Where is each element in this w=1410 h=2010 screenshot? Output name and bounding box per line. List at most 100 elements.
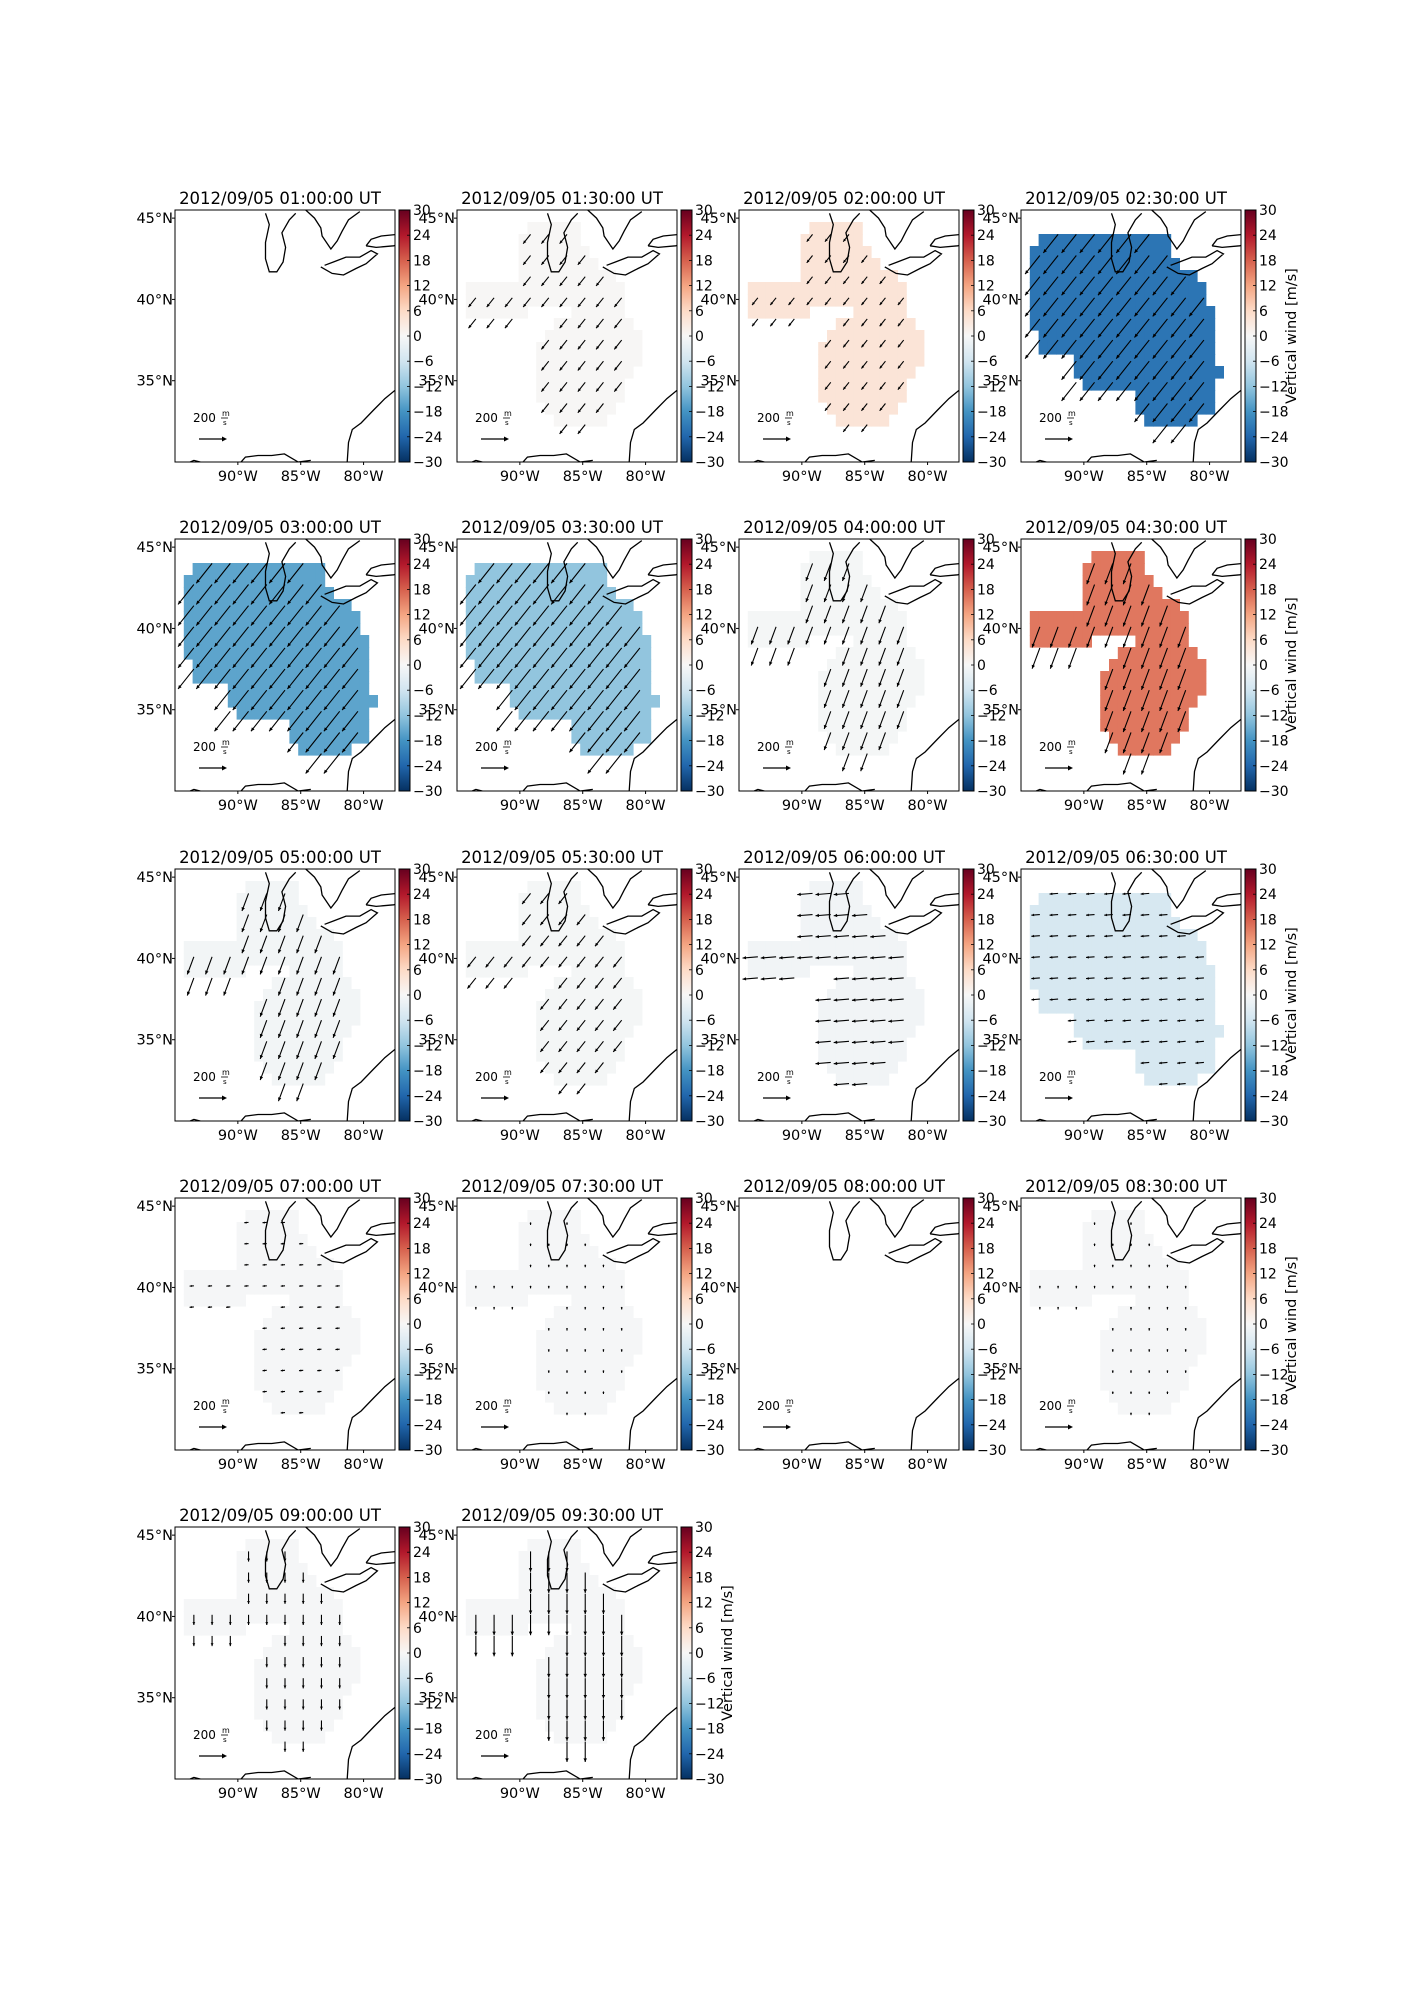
wind-cell: [818, 258, 828, 271]
wind-cell: [536, 1378, 546, 1391]
wind-arrow: [1188, 318, 1205, 338]
wind-cell: [571, 258, 581, 271]
wind-cell: [527, 671, 537, 684]
wind-arrowhead: [569, 621, 574, 626]
wind-cell: [562, 1246, 572, 1259]
wind-cell: [201, 611, 211, 624]
wind-arrowhead: [1116, 354, 1120, 359]
wind-cell: [201, 575, 211, 588]
lake-huron: [1151, 210, 1207, 251]
wind-cell: [844, 743, 854, 756]
wind-cell: [263, 623, 273, 636]
wind-arrowhead: [514, 706, 519, 711]
wind-cell: [298, 1330, 308, 1343]
wind-arrowhead: [1141, 685, 1145, 690]
colorbar-tick-label: 30: [977, 203, 995, 219]
wind-arrowhead: [1158, 934, 1162, 938]
wind-cell: [289, 731, 299, 744]
wind-cell: [1073, 1282, 1084, 1295]
wind-cell: [236, 929, 246, 942]
wind-arrowhead: [596, 409, 600, 413]
wind-cell: [1038, 917, 1048, 930]
scale-unit-num: m: [1068, 738, 1076, 747]
wind-cell: [545, 1001, 555, 1014]
scale-unit-num: m: [1068, 1068, 1076, 1077]
wind-cell: [1109, 1210, 1119, 1223]
wind-cell: [562, 1037, 572, 1050]
wind-cell: [1091, 354, 1101, 367]
wind-cell: [236, 1282, 246, 1295]
wind-arrow: [532, 584, 550, 605]
wind-arrowhead: [214, 685, 219, 689]
wind-cell: [1126, 1013, 1136, 1026]
wind-arrowhead: [833, 892, 838, 896]
wind-cell: [800, 246, 810, 259]
lon-label: 80°W: [344, 1128, 384, 1144]
lon-label: 80°W: [626, 469, 666, 485]
wind-arrowhead: [460, 685, 464, 689]
wind-arrowhead: [624, 685, 628, 689]
wind-arrowhead: [851, 1019, 856, 1023]
wind-arrow: [1159, 690, 1168, 712]
wind-cell: [1126, 366, 1136, 379]
lake-huron: [869, 1198, 925, 1239]
wind-arrowhead: [547, 1370, 550, 1373]
wind-cell: [518, 575, 528, 588]
wind-cell: [1100, 1342, 1110, 1355]
colorbar-tick-label: −18: [695, 1393, 725, 1409]
wind-arrowhead: [559, 409, 563, 413]
wind-arrowhead: [1122, 643, 1127, 648]
map-frame: [738, 209, 960, 463]
map-frame: [1020, 868, 1242, 1122]
wind-cell: [597, 1366, 608, 1379]
wind-cell: [800, 258, 810, 271]
wind-arrow: [1104, 563, 1114, 585]
wind-cell: [580, 743, 590, 756]
wind-cell: [263, 989, 273, 1002]
wind-arrowhead: [1061, 249, 1066, 253]
wind-cell: [271, 623, 282, 636]
wind-cell: [827, 378, 837, 391]
wind-arrowhead: [1152, 312, 1157, 317]
wind-cell: [1170, 342, 1180, 355]
wind-cell: [562, 378, 572, 391]
wind-cell: [862, 402, 872, 415]
lake-michigan: [546, 541, 579, 602]
wind-cell: [298, 1061, 308, 1074]
wind-cell: [324, 683, 334, 696]
wind-cell: [1170, 366, 1180, 379]
wind-cell: [1144, 234, 1154, 247]
wind-cell: [571, 599, 581, 612]
wind-arrow: [587, 647, 604, 669]
wind-cell: [1117, 270, 1128, 283]
colorbar-tick-label: 6: [977, 304, 986, 320]
wind-arrowhead: [1116, 291, 1120, 296]
wind-cell: [1082, 1234, 1092, 1247]
wind-arrowhead: [269, 600, 273, 605]
wind-arrowhead: [1152, 291, 1157, 296]
wind-cell: [280, 1318, 290, 1331]
wind-cell: [307, 575, 317, 588]
wind-cell: [827, 246, 837, 259]
wind-arrowhead: [467, 963, 471, 968]
colorbar-tick-label: 6: [1259, 633, 1268, 649]
wind-cell: [1205, 366, 1216, 379]
wind-cell: [809, 575, 819, 588]
wind-cell: [571, 647, 581, 660]
wind-arrow: [1152, 297, 1168, 317]
wind-cell: [536, 1258, 546, 1271]
wind-cell: [571, 1037, 581, 1050]
wind-cell: [263, 707, 273, 720]
wind-cell: [1179, 659, 1189, 672]
wind-cell: [1197, 989, 1207, 1002]
wind-arrowhead: [769, 640, 773, 645]
colorbar-tick-label: −6: [695, 1342, 716, 1358]
wind-cell: [879, 282, 890, 295]
wind-cell: [527, 563, 537, 576]
colorbar-tick-label: 0: [413, 658, 422, 674]
wind-cell: [324, 671, 334, 684]
wind-cell: [518, 1234, 528, 1247]
wind-cell: [280, 1210, 290, 1223]
wind-cell: [280, 707, 290, 720]
